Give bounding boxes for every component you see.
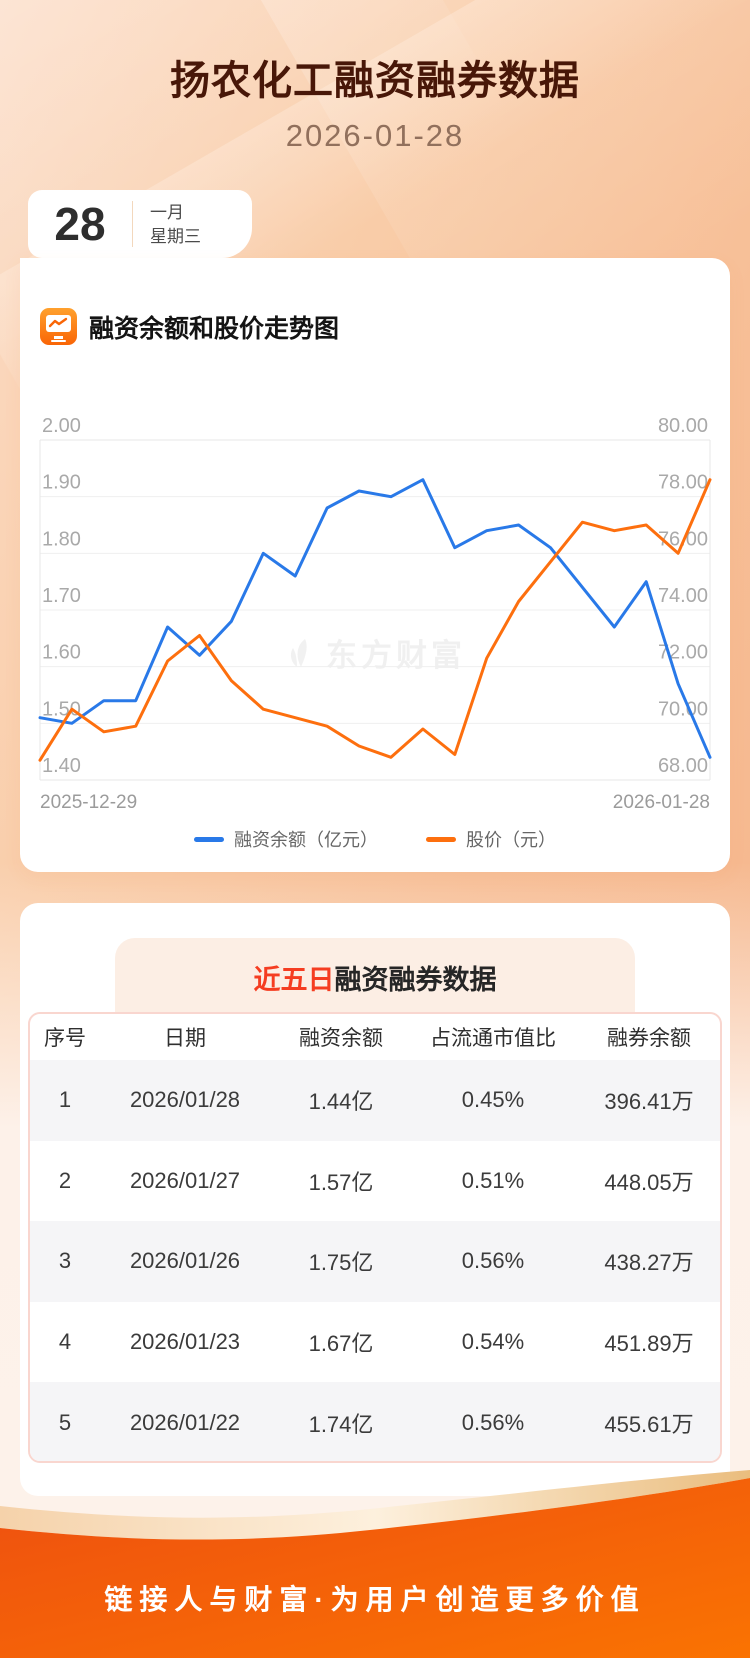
table-cell: 2026/01/28 xyxy=(129,1087,241,1113)
table-cell: 2026/01/22 xyxy=(129,1409,241,1435)
table-cell: 日期 xyxy=(164,1027,206,1050)
table-cell: 455.61万 xyxy=(604,1411,694,1437)
svg-text:68.00: 68.00 xyxy=(658,755,708,777)
table-cell: 0.45% xyxy=(461,1087,525,1113)
svg-text:70.00: 70.00 xyxy=(658,698,708,720)
trend-chart: 2.00 80.001.90 78.001.80 76.001.70 74.001.60… xyxy=(38,415,712,813)
table-cell: 序号 xyxy=(44,1027,86,1050)
calendar-day: 28 xyxy=(54,198,106,250)
svg-text:2025-12-29: 2025-12-29 xyxy=(40,792,137,813)
page-title: 扬农化工融资融券数据 xyxy=(170,59,580,103)
table-cell: 2026/01/26 xyxy=(129,1248,241,1274)
svg-text:1.90: 1.90 xyxy=(42,472,81,494)
table-cell: 0.56% xyxy=(461,1248,525,1274)
svg-text:74.00: 74.00 xyxy=(658,585,708,607)
table-cell: 5 xyxy=(58,1409,72,1435)
legend-label: 融资余额（亿元） xyxy=(234,830,378,850)
calendar-card: 28 一月 星期三 xyxy=(28,190,252,258)
svg-text:1.80: 1.80 xyxy=(42,528,81,550)
table-cell: 1.74亿 xyxy=(308,1411,374,1437)
svg-text:80.00: 80.00 xyxy=(658,415,708,437)
table-cell: 3 xyxy=(58,1248,72,1274)
trend-chart-icon xyxy=(40,308,77,345)
table-cell: 1 xyxy=(58,1087,72,1113)
table-cell: 0.54% xyxy=(461,1329,525,1355)
footer-slogan: 链接人与财富·为用户创造更多价值 xyxy=(104,1584,646,1615)
table-cell: 451.89万 xyxy=(604,1331,694,1357)
svg-text:2026-01-28: 2026-01-28 xyxy=(613,792,710,813)
section-title: 融资余额和股价走势图 xyxy=(89,314,340,343)
svg-text:78.00: 78.00 xyxy=(658,472,708,494)
table-row: 1 2026/01/28 1.44亿 0.45% 396.41万 xyxy=(30,1060,720,1141)
table-cell: 2 xyxy=(58,1167,72,1193)
table-title-highlight: 近五日 xyxy=(253,964,335,995)
legend-item: 融资余额（亿元） xyxy=(194,826,378,852)
svg-text:1.50: 1.50 xyxy=(42,698,81,720)
margin-data-table: 序号 日期 融资余额 占流通市值比 融券余额 1 2026/01/28 1.44亿 0.45% 3… xyxy=(28,1012,722,1463)
table-row: 2 2026/01/27 1.57亿 0.51% 448.05万 xyxy=(30,1141,720,1222)
table-cell: 2026/01/27 xyxy=(129,1167,241,1193)
calendar-divider xyxy=(132,201,133,247)
legend-item: 股价（元） xyxy=(426,826,556,852)
table-cell: 1.75亿 xyxy=(308,1250,374,1276)
table-cell: 融资余额 xyxy=(299,1027,383,1050)
table-cell: 2026/01/23 xyxy=(129,1329,241,1355)
svg-text:1.60: 1.60 xyxy=(42,642,81,664)
svg-text:1.70: 1.70 xyxy=(42,585,81,607)
table-header-row: 序号 日期 融资余额 占流通市值比 融券余额 xyxy=(30,1014,720,1060)
calendar-weekday: 星期三 xyxy=(150,226,201,246)
table-cell: 0.56% xyxy=(461,1409,525,1435)
table-cell: 1.67亿 xyxy=(308,1331,374,1357)
table-cell: 396.41万 xyxy=(604,1089,694,1115)
table-cell: 438.27万 xyxy=(604,1250,694,1276)
table-cell: 448.05万 xyxy=(604,1169,694,1195)
table-title-rest: 融资融券数据 xyxy=(334,964,497,995)
table-cell: 1.44亿 xyxy=(308,1089,374,1115)
table-title-tab: 近五日 融资融券数据 xyxy=(115,938,635,1016)
footer-wave xyxy=(0,1470,750,1658)
svg-text:1.40: 1.40 xyxy=(42,755,81,777)
table-row: 3 2026/01/26 1.75亿 0.56% 438.27万 xyxy=(30,1221,720,1302)
legend-swatch xyxy=(194,836,224,842)
svg-text:2.00: 2.00 xyxy=(42,415,81,437)
calendar-month: 一月 xyxy=(150,202,184,222)
table-cell: 占流通市值比 xyxy=(430,1027,556,1050)
chart-legend: 融资余额（亿元） 股价（元） xyxy=(20,826,730,852)
table-cell: 1.57亿 xyxy=(308,1169,374,1195)
legend-swatch xyxy=(426,836,456,842)
table-cell: 4 xyxy=(58,1329,72,1355)
table-cell: 0.51% xyxy=(461,1167,525,1193)
table-cell: 融券余额 xyxy=(607,1027,691,1050)
legend-label: 股价（元） xyxy=(466,830,556,850)
page-date: 2026-01-28 xyxy=(285,118,465,153)
chart-card: 融资余额和股价走势图 东方财富 2.00 80.00 1.90 78.00 1.80 76… xyxy=(20,258,730,872)
table-row: 4 2026/01/23 1.67亿 0.54% 451.89万 xyxy=(30,1302,720,1383)
table-row: 5 2026/01/22 1.74亿 0.56% 455.61万 xyxy=(30,1382,720,1461)
